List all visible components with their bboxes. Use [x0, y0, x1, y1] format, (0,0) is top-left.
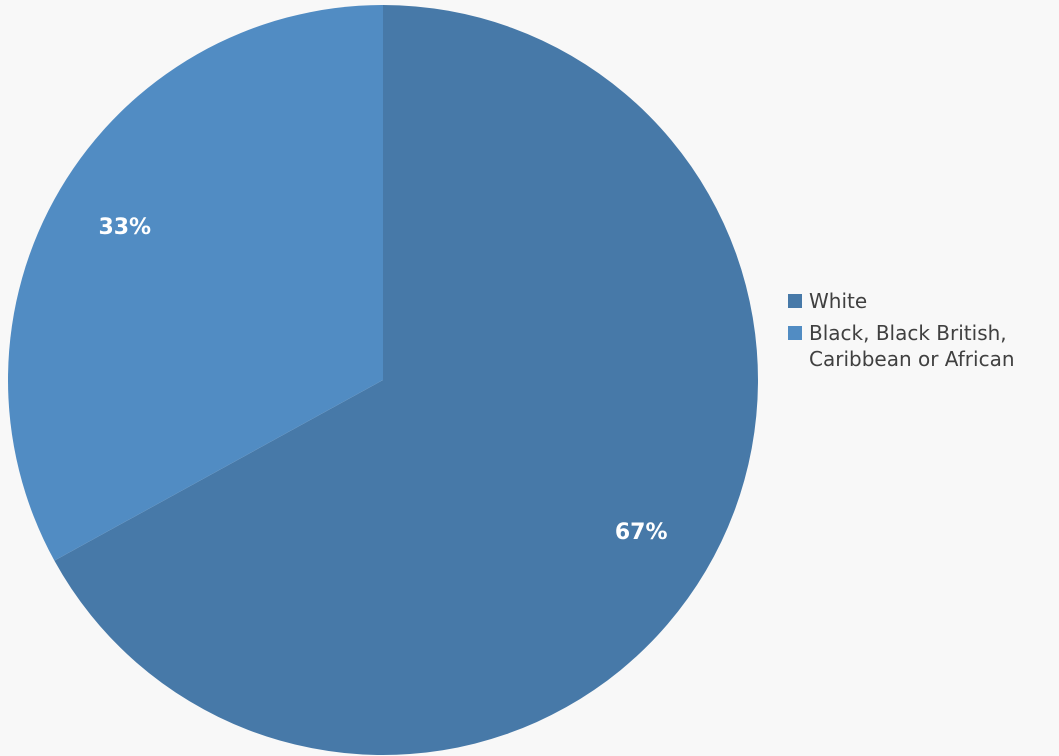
- pie-slices: [8, 5, 759, 755]
- legend-label-black-british: Black, Black British, Caribbean or Afric…: [809, 321, 1015, 371]
- legend-item-black-british: Black, Black British, Caribbean or Afric…: [788, 320, 1059, 372]
- legend-swatch-black-british: [788, 326, 802, 340]
- chart-legend: White Black, Black British, Caribbean or…: [788, 288, 1059, 378]
- pie-slice-white: [54, 5, 759, 755]
- legend-item-white: White: [788, 288, 1059, 314]
- pie-slice-label-black-black-british-caribbean-or-african: 33%: [98, 215, 151, 240]
- pie-slice-label-white: 67%: [615, 520, 668, 545]
- legend-label-white: White: [809, 289, 868, 313]
- pie-slice-black-black-british-caribbean-or-african: [8, 5, 384, 561]
- pie-slice-labels: 67% 33%: [98, 215, 667, 545]
- legend-swatch-white: [788, 294, 802, 308]
- pie-chart: 67% 33%: [8, 5, 759, 755]
